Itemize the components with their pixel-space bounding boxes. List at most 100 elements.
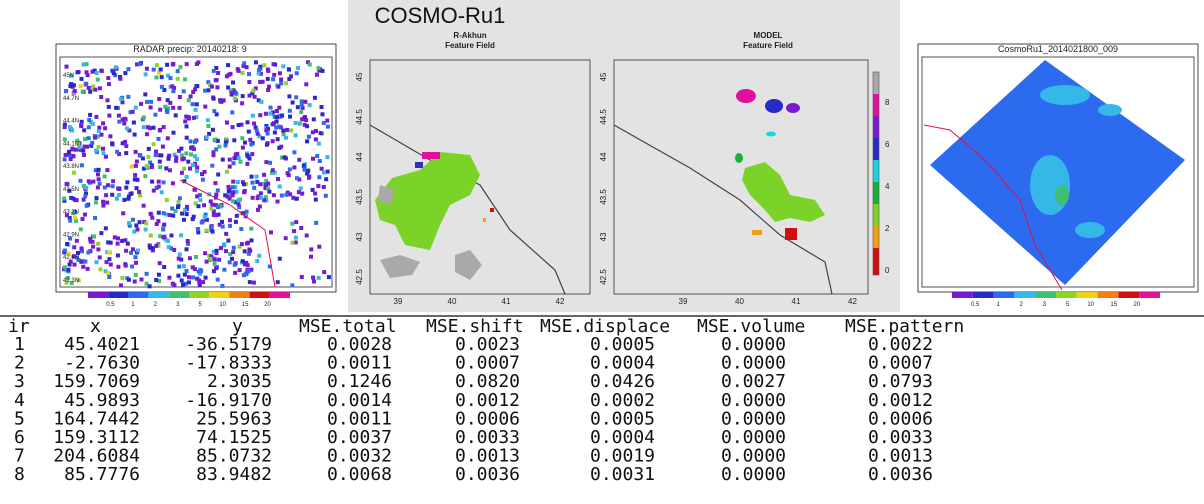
model-object bbox=[765, 99, 783, 113]
radar-cell bbox=[172, 248, 176, 252]
radar-cell bbox=[105, 201, 109, 205]
radar-cell bbox=[81, 217, 85, 221]
radar-cell bbox=[165, 110, 169, 114]
radar-cell bbox=[123, 238, 127, 242]
radar-cell bbox=[134, 255, 138, 259]
colorbar-tick-label: 6 bbox=[885, 140, 890, 149]
radar-cell bbox=[121, 211, 125, 215]
radar-cell bbox=[116, 186, 120, 190]
radar-cell bbox=[162, 211, 166, 215]
radar-cell bbox=[140, 278, 144, 282]
radar-cell bbox=[130, 265, 134, 269]
radar-cell bbox=[135, 186, 139, 190]
radar-cell bbox=[258, 80, 262, 84]
radar-cell bbox=[210, 164, 214, 168]
table-cell: 0.0000 bbox=[721, 464, 786, 485]
radar-cell bbox=[183, 119, 187, 123]
model-object bbox=[736, 89, 756, 103]
radar-cell bbox=[81, 265, 85, 269]
radar-cell bbox=[231, 125, 235, 129]
radar-cell bbox=[247, 72, 251, 76]
radar-cell bbox=[245, 242, 249, 246]
radar-cell bbox=[244, 272, 248, 276]
radar-cell bbox=[124, 264, 128, 268]
radar-cell bbox=[322, 270, 326, 274]
radar-cell bbox=[158, 128, 162, 132]
radar-cell bbox=[262, 173, 266, 177]
radar-cell bbox=[225, 121, 229, 125]
radar-cell bbox=[172, 131, 176, 135]
radar-cell bbox=[134, 273, 138, 277]
radar-cell bbox=[72, 245, 76, 249]
radar-cell bbox=[178, 106, 182, 110]
radar-cell bbox=[190, 146, 194, 150]
radar-cell bbox=[161, 228, 165, 232]
radar-cell bbox=[304, 118, 308, 122]
radar-cell bbox=[283, 155, 287, 159]
radar-cell bbox=[325, 119, 329, 123]
radar-cell bbox=[277, 146, 281, 150]
radar-cell bbox=[277, 125, 281, 129]
radar-cell bbox=[322, 121, 326, 125]
radar-cell bbox=[96, 172, 100, 176]
radar-cell bbox=[176, 205, 180, 209]
model-object bbox=[752, 230, 762, 235]
radar-cell bbox=[224, 144, 228, 148]
radar-cell bbox=[133, 177, 137, 181]
colorbar-cell bbox=[1035, 292, 1056, 298]
radar-cell bbox=[185, 247, 189, 251]
radar-cell bbox=[170, 84, 174, 88]
radar-cell bbox=[131, 110, 135, 114]
radar-cell bbox=[183, 77, 187, 81]
radar-cell bbox=[195, 194, 199, 198]
colorbar-cell bbox=[873, 182, 879, 204]
radar-cell bbox=[294, 95, 298, 99]
radar-cell bbox=[73, 89, 77, 93]
radar-cell bbox=[297, 158, 301, 162]
lat-label: 44.1N bbox=[63, 141, 79, 147]
radar-cell bbox=[132, 121, 136, 125]
radar-cell bbox=[284, 236, 288, 240]
colorbar-cell bbox=[88, 292, 108, 298]
radar-cell bbox=[165, 63, 169, 67]
radar-cell bbox=[127, 278, 131, 282]
radar-cell bbox=[278, 257, 282, 261]
observed-object bbox=[422, 152, 440, 159]
radar-cell bbox=[202, 203, 206, 207]
radar-cell bbox=[215, 85, 219, 89]
radar-cell bbox=[149, 105, 153, 109]
radar-cell bbox=[145, 164, 149, 168]
radar-cell bbox=[264, 128, 268, 132]
radar-cell bbox=[297, 190, 301, 194]
radar-cell bbox=[97, 145, 101, 149]
radar-cell bbox=[233, 271, 237, 275]
radar-cell bbox=[308, 63, 312, 67]
radar-cell bbox=[212, 69, 216, 73]
radar-cell bbox=[179, 147, 183, 151]
radar-cell bbox=[149, 212, 153, 216]
colorbar-cell bbox=[952, 292, 973, 298]
radar-cell bbox=[242, 182, 246, 186]
radar-cell bbox=[325, 155, 329, 159]
radar-cell bbox=[317, 276, 321, 280]
radar-cell bbox=[157, 97, 161, 101]
lat-label: 42.3N bbox=[63, 278, 79, 284]
radar-cell bbox=[242, 61, 246, 65]
radar-cell bbox=[317, 175, 321, 179]
radar-cell bbox=[64, 89, 68, 93]
radar-cell bbox=[268, 161, 272, 165]
radar-cell bbox=[228, 260, 232, 264]
radar-cell bbox=[122, 122, 126, 126]
radar-cell bbox=[278, 185, 282, 189]
radar-cell bbox=[87, 136, 91, 140]
radar-cell bbox=[99, 231, 103, 235]
radar-cell bbox=[193, 267, 197, 271]
radar-cell bbox=[285, 128, 289, 132]
radar-cell bbox=[185, 62, 189, 66]
colorbar-cell bbox=[1056, 292, 1077, 298]
radar-cell bbox=[76, 70, 80, 74]
radar-cell bbox=[247, 130, 251, 134]
radar-cell bbox=[124, 186, 128, 190]
radar-cell bbox=[194, 108, 198, 112]
radar-cell bbox=[180, 171, 184, 175]
